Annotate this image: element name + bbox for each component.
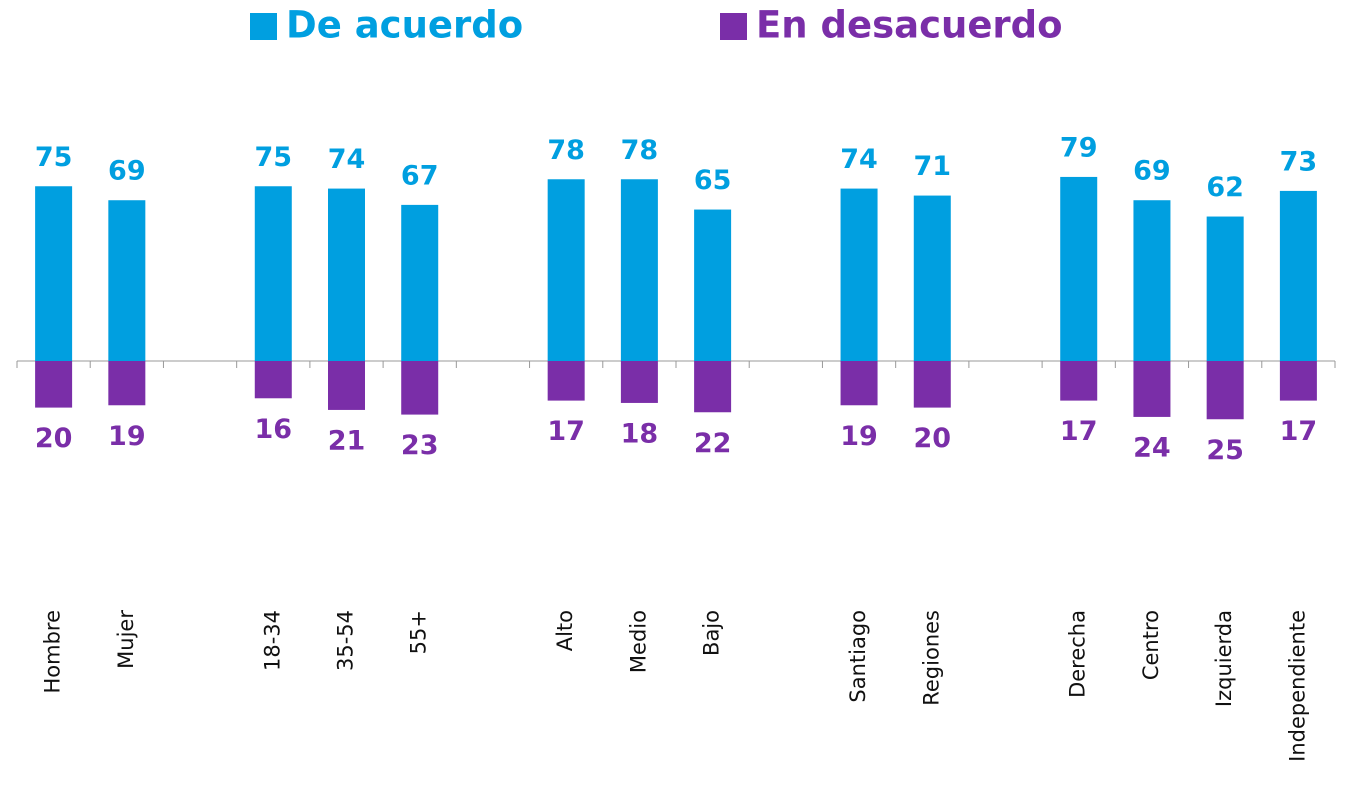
legend-label: En desacuerdo <box>756 4 1063 47</box>
bar <box>1279 361 1317 401</box>
value-label: 62 <box>1206 172 1244 203</box>
bar <box>840 361 878 406</box>
bar <box>547 361 585 401</box>
legend-swatch <box>250 13 277 40</box>
value-label: 16 <box>254 414 292 445</box>
value-label: 75 <box>35 142 73 173</box>
bar <box>401 204 439 361</box>
bar <box>694 361 732 413</box>
bar <box>694 209 732 361</box>
value-label: 20 <box>913 423 951 454</box>
value-label: 22 <box>694 428 732 459</box>
legend-label: De acuerdo <box>286 4 523 47</box>
x-tick-label: Regiones <box>919 610 943 706</box>
value-label: 75 <box>254 142 292 173</box>
x-tick-label: 35-54 <box>334 610 358 671</box>
bar <box>620 179 658 361</box>
value-label: 78 <box>547 135 585 166</box>
bar <box>1133 200 1171 361</box>
value-label: 19 <box>108 421 146 452</box>
bar <box>401 361 439 415</box>
value-label: 79 <box>1060 132 1098 163</box>
x-tick-label: Independiente <box>1285 610 1309 762</box>
x-tick-label: Santiago <box>846 610 870 703</box>
x-tick-label: Derecha <box>1066 610 1090 698</box>
value-label: 21 <box>328 425 366 456</box>
value-label: 17 <box>1060 416 1098 447</box>
value-label: 23 <box>401 430 439 461</box>
x-tick-label: Bajo <box>700 610 724 656</box>
bar <box>1133 361 1171 417</box>
bar <box>35 186 73 361</box>
value-label: 18 <box>621 418 659 449</box>
value-label: 71 <box>913 151 951 182</box>
x-tick-label: Medio <box>626 610 650 673</box>
value-label: 74 <box>328 144 366 175</box>
value-label: 17 <box>547 416 585 447</box>
bar <box>108 200 146 361</box>
bar <box>254 186 292 361</box>
value-label: 78 <box>621 135 659 166</box>
bar <box>840 188 878 361</box>
x-tick-label: Alto <box>553 610 577 651</box>
value-label: 69 <box>108 156 146 187</box>
bar <box>1279 190 1317 361</box>
bar <box>328 188 365 361</box>
value-label: 74 <box>840 144 878 175</box>
bar <box>620 361 658 403</box>
bar <box>1060 361 1098 401</box>
bar <box>108 361 146 406</box>
bar <box>328 361 365 410</box>
bar <box>547 179 585 361</box>
value-label: 19 <box>840 421 878 452</box>
value-label: 67 <box>401 160 439 191</box>
value-label: 20 <box>35 423 73 454</box>
bar <box>35 361 73 408</box>
bar <box>1060 176 1098 361</box>
value-label: 73 <box>1280 146 1318 177</box>
bar <box>1206 361 1244 420</box>
bar <box>913 195 951 361</box>
value-label: 25 <box>1206 435 1244 466</box>
value-label: 17 <box>1280 416 1318 447</box>
bar <box>913 361 951 408</box>
value-label: 69 <box>1133 156 1171 187</box>
x-tick-label: Izquierda <box>1212 610 1236 707</box>
x-tick-label: Centro <box>1139 610 1163 680</box>
x-tick-label: 18-34 <box>260 610 284 671</box>
legend-swatch <box>720 13 747 40</box>
x-tick-label: Mujer <box>114 610 138 669</box>
x-tick-label: 55+ <box>407 610 431 654</box>
bar <box>1206 216 1244 361</box>
bar <box>254 361 292 399</box>
value-label: 24 <box>1133 432 1171 463</box>
x-tick-label: Hombre <box>41 610 65 694</box>
value-label: 65 <box>694 165 732 196</box>
